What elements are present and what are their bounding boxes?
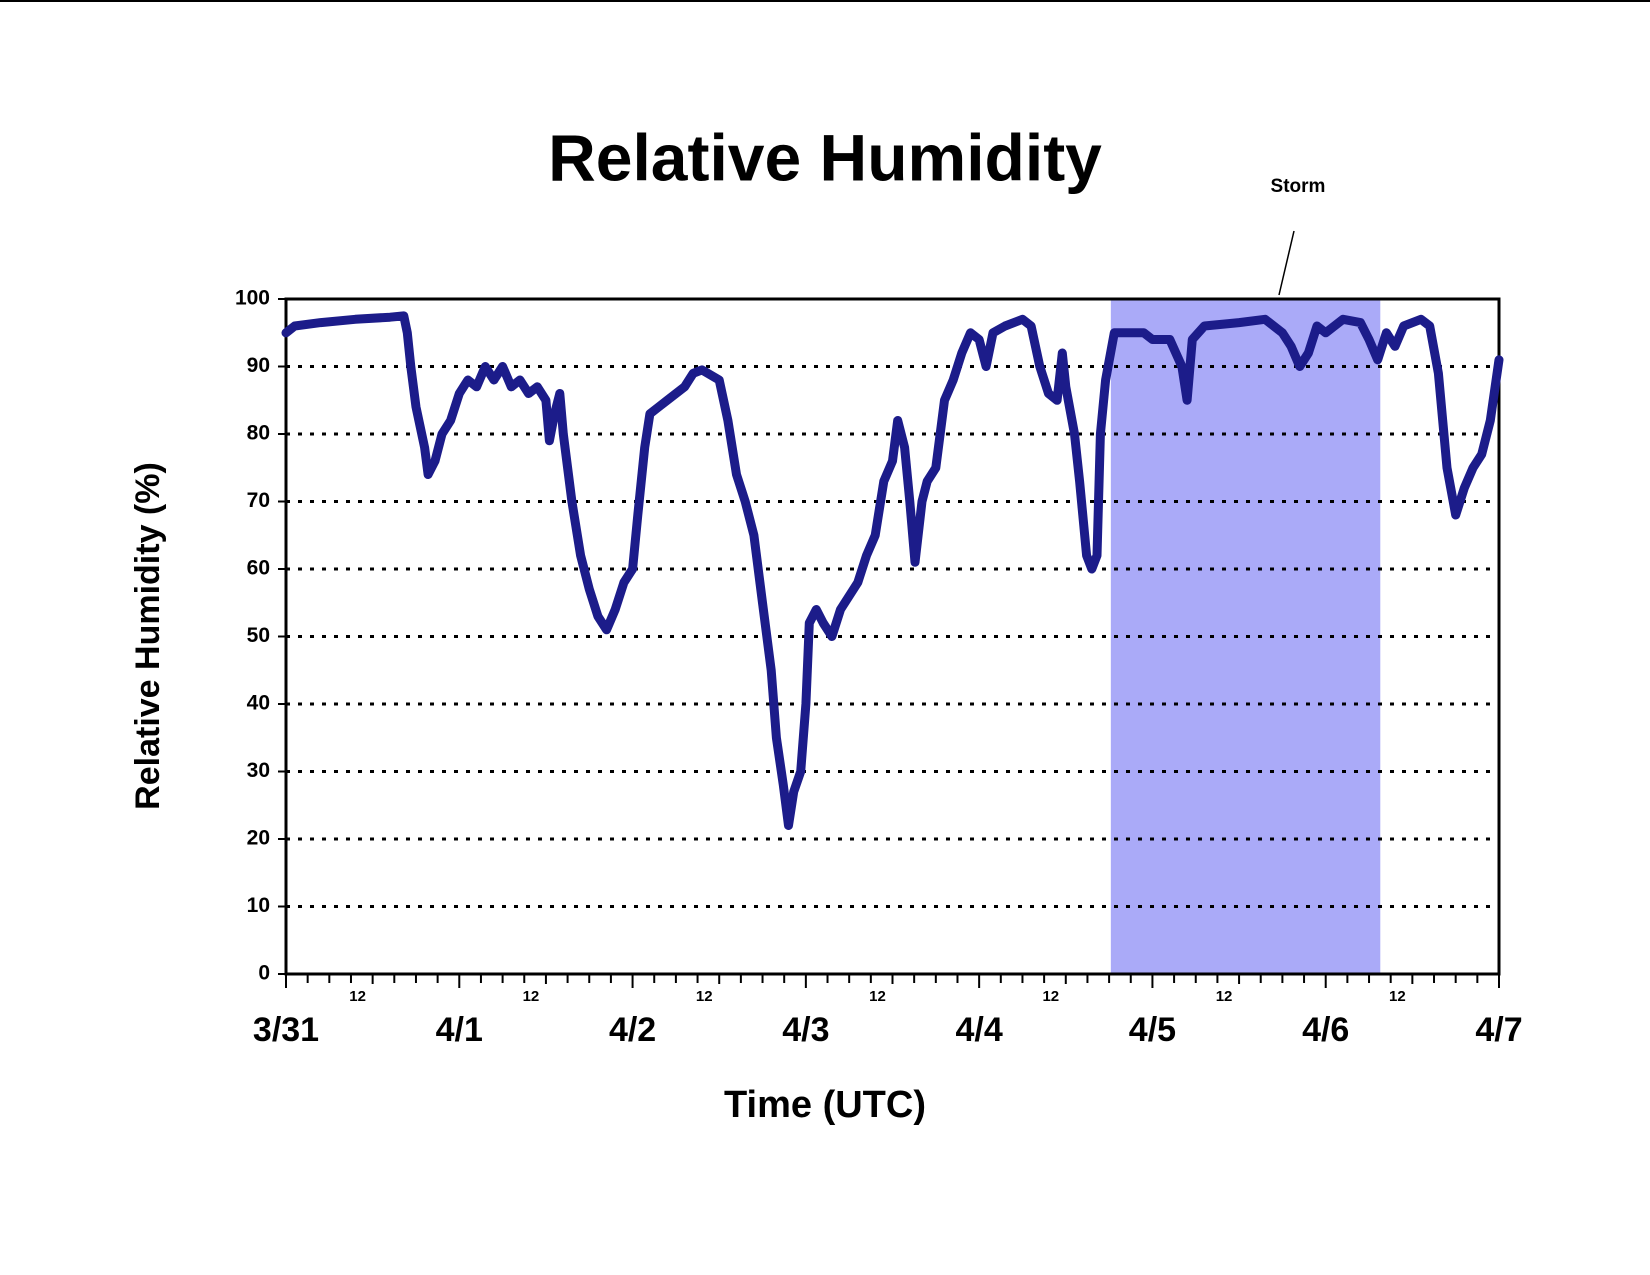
y-tick-label: 40 <box>247 692 270 715</box>
storm-pointer <box>1278 230 1295 296</box>
x-date-label: 4/2 <box>609 1011 656 1049</box>
x-hour-label: 12 <box>1389 988 1406 1005</box>
x-date-label: 4/3 <box>782 1011 829 1049</box>
x-hour-label: 12 <box>523 988 540 1005</box>
y-tick-label: 90 <box>247 354 270 377</box>
y-tick-label: 50 <box>247 624 270 647</box>
chart-title: Relative Humidity <box>548 120 1102 194</box>
plot-frame <box>284 297 1501 976</box>
x-hour-label: 12 <box>869 988 886 1005</box>
x-date-label: 3/31 <box>253 1011 319 1049</box>
y-tick-label: 30 <box>247 759 270 782</box>
x-hour-label: 12 <box>1042 988 1059 1005</box>
y-tick-label: 70 <box>247 489 270 512</box>
y-tick-label: 10 <box>247 894 270 917</box>
x-hour-label: 12 <box>696 988 713 1005</box>
x-date-label: 4/6 <box>1302 1011 1349 1049</box>
x-hour-label: 12 <box>1216 988 1233 1005</box>
x-axis-label: Time (UTC) <box>724 1084 926 1126</box>
y-tick-label: 100 <box>235 287 270 310</box>
y-tick-label: 0 <box>258 962 270 985</box>
storm-label: Storm <box>1271 176 1326 197</box>
x-date-label: 4/5 <box>1129 1011 1176 1049</box>
x-hour-label: 12 <box>349 988 366 1005</box>
y-tick-label: 20 <box>247 827 270 850</box>
storm-band <box>1110 299 1381 974</box>
x-date-label: 4/4 <box>956 1011 1003 1049</box>
y-tick-label: 80 <box>247 422 270 445</box>
y-axis-label: Relative Humidity (%) <box>129 462 167 810</box>
rh-line <box>281 311 1504 830</box>
x-date-label: 4/1 <box>436 1011 483 1049</box>
y-tick-label: 60 <box>247 557 270 580</box>
x-date-label: 4/7 <box>1475 1011 1522 1049</box>
